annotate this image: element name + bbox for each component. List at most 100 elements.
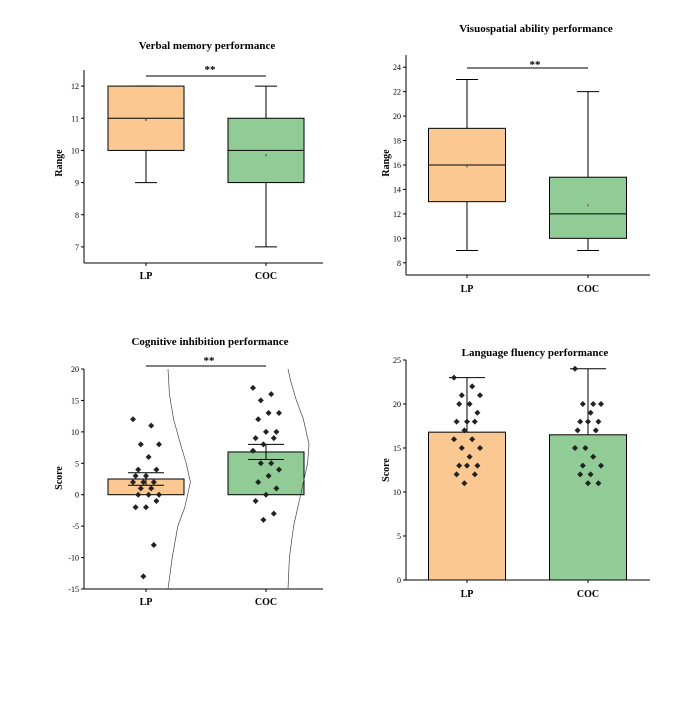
category-label-coc: COC — [255, 271, 277, 282]
data-point — [598, 462, 604, 469]
data-point — [143, 472, 149, 479]
data-point — [130, 479, 136, 486]
data-point — [153, 466, 160, 473]
y-axis-label: Score — [381, 458, 392, 482]
y-tick-label: -5 — [72, 522, 79, 531]
category-label-lp: LP — [140, 597, 153, 608]
data-point — [579, 401, 586, 407]
data-point — [464, 462, 470, 469]
verbal-memory-chart: Verbal memory performance Range LP COC *… — [54, 40, 323, 282]
data-point — [471, 471, 478, 478]
y-tick-label: 10 — [71, 428, 79, 437]
y-tick-label: 9 — [75, 179, 79, 188]
y-tick-label: 0 — [397, 576, 401, 585]
data-point — [469, 383, 476, 390]
data-point — [255, 416, 262, 423]
y-axis-label: Range — [54, 149, 65, 177]
data-point — [252, 435, 259, 442]
data-point — [156, 491, 162, 498]
data-point — [265, 472, 272, 479]
data-point — [268, 460, 275, 467]
data-point — [257, 397, 264, 404]
y-tick-label: 25 — [393, 356, 401, 365]
y-tick-label: 10 — [393, 488, 401, 497]
y-tick-label: -10 — [68, 554, 79, 563]
data-point — [148, 485, 155, 492]
data-point — [135, 466, 142, 473]
y-axis-label: Score — [54, 466, 65, 490]
data-point — [572, 365, 578, 372]
visuospatial-ability-chart: Visuospatial ability performance Range L… — [381, 23, 650, 295]
data-point — [592, 427, 599, 434]
y-tick-label: 22 — [393, 88, 401, 97]
data-point — [582, 445, 589, 451]
data-point — [263, 491, 269, 498]
significance-marker: ** — [205, 64, 217, 76]
data-point — [273, 428, 280, 435]
y-tick-label: 15 — [71, 396, 79, 405]
chart-title: Visuospatial ability performance — [459, 23, 613, 35]
box-coc — [549, 176, 627, 239]
data-point — [461, 480, 468, 487]
data-point — [456, 401, 463, 407]
data-point — [137, 441, 144, 448]
cognitive-inhibition-chart: Cognitive inhibition performance Score L… — [54, 336, 323, 608]
chart-title: Language fluency performance — [462, 347, 609, 359]
data-point — [150, 479, 157, 486]
data-point — [598, 401, 604, 407]
y-tick-label: 11 — [71, 114, 79, 123]
data-point — [590, 401, 597, 407]
category-label-lp: LP — [140, 271, 153, 282]
data-point — [150, 542, 157, 548]
data-point — [469, 436, 476, 443]
data-point — [458, 445, 465, 451]
significance-marker: ** — [204, 355, 216, 367]
data-point — [132, 472, 139, 479]
y-tick-label: 18 — [393, 137, 401, 146]
y-tick-label: 24 — [393, 63, 401, 72]
language-fluency-chart: Language fluency performance Score LP CO… — [381, 347, 650, 600]
data-point — [270, 435, 277, 442]
data-point — [477, 445, 483, 451]
data-point — [590, 453, 597, 460]
y-tick-label: 10 — [393, 234, 401, 243]
data-point — [273, 485, 280, 492]
data-point — [461, 427, 468, 434]
chart-title: Verbal memory performance — [139, 40, 276, 52]
data-point — [265, 410, 272, 416]
data-point — [140, 479, 147, 486]
y-tick-label: 16 — [393, 161, 401, 170]
y-tick-label: 20 — [393, 400, 401, 409]
y-tick-label: 20 — [393, 112, 401, 121]
data-point — [577, 471, 584, 478]
data-point — [466, 401, 473, 407]
data-point — [140, 573, 147, 580]
data-point — [153, 498, 160, 504]
mean-marker — [466, 165, 468, 168]
data-point — [143, 504, 149, 511]
y-tick-label: 8 — [397, 259, 401, 268]
data-point — [250, 447, 256, 454]
bar-coc — [549, 434, 627, 581]
data-point — [156, 441, 162, 448]
y-tick-label: 5 — [397, 532, 401, 541]
data-point — [577, 418, 584, 425]
mean-marker — [265, 154, 267, 157]
data-point — [268, 391, 275, 398]
mean-marker — [145, 118, 147, 121]
data-point — [453, 418, 460, 425]
data-point — [137, 485, 144, 492]
data-point — [263, 428, 269, 435]
mean-marker — [587, 204, 589, 207]
data-point — [145, 454, 152, 460]
y-tick-label: 0 — [75, 491, 79, 500]
distribution-curve — [287, 368, 310, 590]
y-tick-label: 5 — [75, 459, 79, 468]
data-point — [474, 409, 481, 416]
data-point — [145, 491, 152, 498]
data-point — [270, 510, 277, 517]
data-point — [257, 460, 264, 467]
data-point — [474, 462, 481, 469]
data-point — [587, 471, 594, 478]
data-point — [585, 418, 591, 425]
